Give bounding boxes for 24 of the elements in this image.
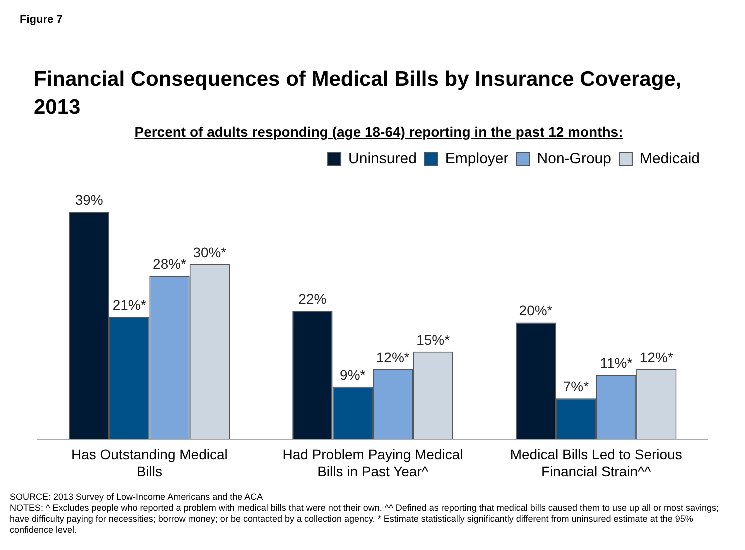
x-tick-label: Has Outstanding Medical Bills: [71, 446, 228, 480]
source-note: SOURCE: 2013 Survey of Low-Income Americans and the ACA: [10, 492, 264, 503]
legend-label: Medicaid: [640, 150, 700, 168]
data-label: 39%: [75, 192, 104, 208]
data-label: 12%*: [640, 349, 674, 366]
x-tick-label: Medical Bills Led to Serious Financial Strain^^: [510, 446, 682, 480]
chart-subtitle: Percent of adults responding (age 18-64) reporting in the past 12 months:: [134, 124, 624, 140]
legend-label: Employer: [445, 150, 509, 168]
data-label: 22%: [298, 290, 327, 307]
chart-title: Financial Consequences of Medical Bills by Insurance Coverage, 2013: [34, 67, 683, 121]
data-label: 9%*: [340, 366, 366, 383]
data-label: 28%*: [153, 256, 188, 272]
legend-label: Non-Group: [537, 150, 612, 168]
data-label: 7%*: [563, 378, 590, 394]
caption: Figure 7: [20, 14, 63, 26]
legend-label: Uninsured: [348, 150, 417, 168]
data-label: 11%*: [600, 355, 634, 372]
data-label: 20%*: [519, 302, 554, 319]
x-tick-label: Had Problem Paying Medical Bills in Past Year^: [282, 446, 464, 480]
data-label: 15%*: [416, 332, 451, 348]
data-label: 12%*: [376, 349, 410, 366]
data-label: 21%*: [112, 296, 147, 313]
text: NOTES: ^ Excludes people who reported a problem with medical bills that were not their own. ^^ Defined as reporting that medical bills caused them to use up all or most savings; have difficulty paying for necessities; borrow money; or be contacted by a collection agency. * Estimate statistically significantly different from uninsured estimate at the 95% confidence level.: [10, 503, 720, 536]
data-label: 30%*: [193, 244, 228, 260]
